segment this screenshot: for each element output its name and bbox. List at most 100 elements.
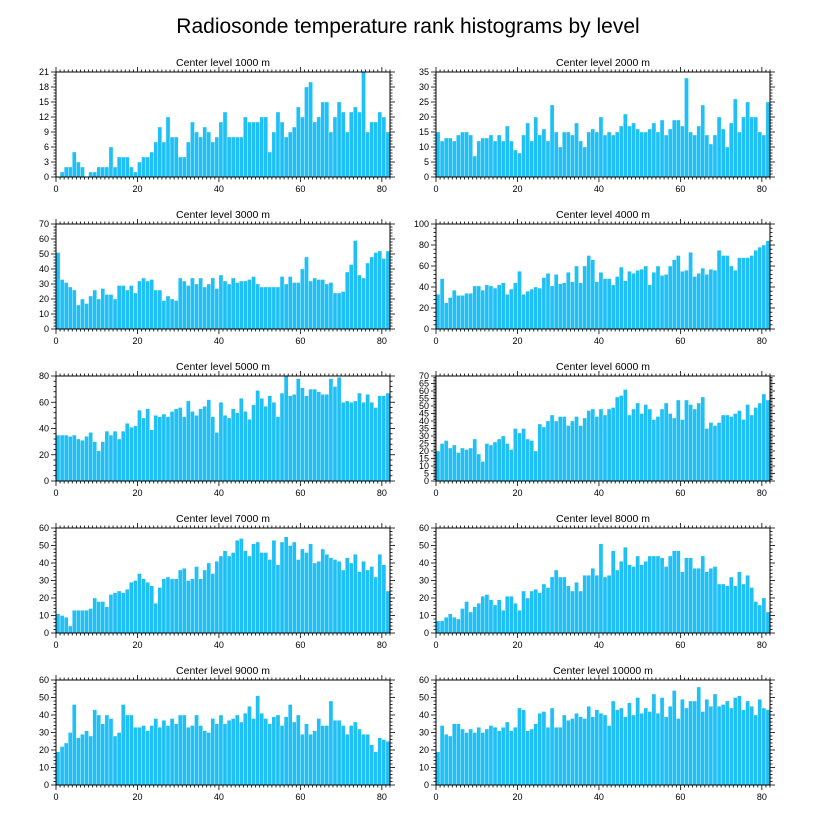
bar	[296, 282, 301, 330]
bar	[615, 569, 620, 634]
bar	[287, 545, 293, 634]
bar	[324, 554, 330, 634]
bar	[104, 606, 110, 634]
y-tick-label: 15	[419, 454, 429, 464]
bar	[153, 141, 159, 178]
bar	[574, 416, 579, 482]
bar	[230, 408, 236, 482]
bar	[80, 298, 85, 330]
bar	[365, 734, 370, 786]
bar	[194, 415, 199, 482]
bar	[129, 427, 134, 482]
y-tick-label: 60	[419, 261, 429, 271]
y-tick-label: 30	[39, 279, 49, 289]
bar	[659, 557, 665, 634]
y-tick-label: 40	[39, 558, 49, 568]
bar	[598, 272, 604, 330]
bar	[292, 282, 297, 330]
bar	[627, 414, 632, 482]
bar	[606, 575, 612, 634]
bar	[598, 116, 604, 178]
bar	[521, 428, 526, 482]
bar	[566, 425, 571, 482]
y-tick-label: 30	[419, 431, 429, 441]
bar	[655, 713, 661, 786]
bar	[448, 447, 453, 482]
bar	[182, 280, 187, 330]
bar	[255, 121, 260, 178]
bar	[647, 284, 653, 330]
bar	[357, 571, 362, 634]
bar	[700, 396, 706, 482]
bar	[684, 77, 689, 178]
bar	[448, 137, 453, 178]
x-tick-label: 0	[433, 336, 438, 346]
bar	[647, 408, 653, 482]
bar	[324, 725, 330, 786]
x-tick-label: 40	[214, 792, 224, 802]
bar	[712, 270, 718, 330]
bar	[263, 552, 268, 634]
bar	[255, 390, 260, 482]
y-tick-label: 65	[419, 379, 429, 389]
bar	[452, 444, 457, 482]
bar	[655, 265, 661, 330]
bar	[300, 548, 305, 634]
y-tick-label: 100	[414, 219, 429, 229]
bar	[468, 293, 473, 330]
bar	[480, 732, 486, 786]
bar	[725, 700, 730, 786]
bar	[72, 289, 77, 330]
bar	[704, 274, 710, 330]
bar	[235, 282, 240, 330]
bar	[84, 436, 89, 482]
bar	[696, 686, 701, 786]
bar	[296, 714, 301, 786]
chart-panel: Center level 6000 m0 20 40 60 80051015202530…	[419, 361, 775, 498]
bar	[72, 704, 77, 786]
bar	[112, 166, 118, 178]
chart-panel: Center level 5000 m 0 20 40 60 80 0 20 40 60 80	[39, 361, 395, 498]
bar	[443, 617, 449, 634]
bar	[480, 289, 486, 330]
chart-panel: Center level 9000 m 0 20 40 60 80 0 10 20 30 40 50 6…	[39, 665, 395, 802]
bar	[619, 125, 624, 178]
bar	[149, 279, 154, 330]
bar	[116, 590, 122, 634]
bar	[725, 585, 730, 634]
bar	[492, 727, 498, 786]
bar	[173, 408, 179, 482]
bar	[720, 583, 726, 634]
bar	[373, 576, 378, 634]
bar	[464, 131, 469, 178]
bar	[733, 697, 738, 786]
bar	[663, 402, 669, 482]
bar	[267, 559, 273, 634]
bar	[659, 697, 665, 786]
bar	[578, 590, 583, 634]
bar	[456, 618, 461, 634]
x-tick-label: 40	[594, 792, 604, 802]
bar	[55, 252, 61, 330]
bar	[251, 276, 256, 330]
bar	[566, 272, 571, 330]
y-tick-label: 60	[39, 397, 49, 407]
bar	[125, 589, 130, 634]
bar	[464, 293, 469, 330]
bar	[562, 416, 567, 482]
x-tick-label: 80	[757, 488, 767, 498]
bar	[312, 277, 317, 330]
y-tick-label: 20	[39, 745, 49, 755]
x-tick-label: 0	[53, 792, 58, 802]
bar	[194, 283, 199, 330]
y-tick-label: 30	[419, 728, 429, 738]
bar	[214, 432, 220, 482]
bar	[332, 292, 338, 330]
x-tick-label: 80	[377, 488, 387, 498]
bar	[680, 125, 685, 178]
bar	[509, 140, 514, 178]
bar	[381, 116, 387, 178]
bar	[373, 751, 378, 786]
bar	[549, 414, 555, 482]
bar	[745, 101, 750, 178]
